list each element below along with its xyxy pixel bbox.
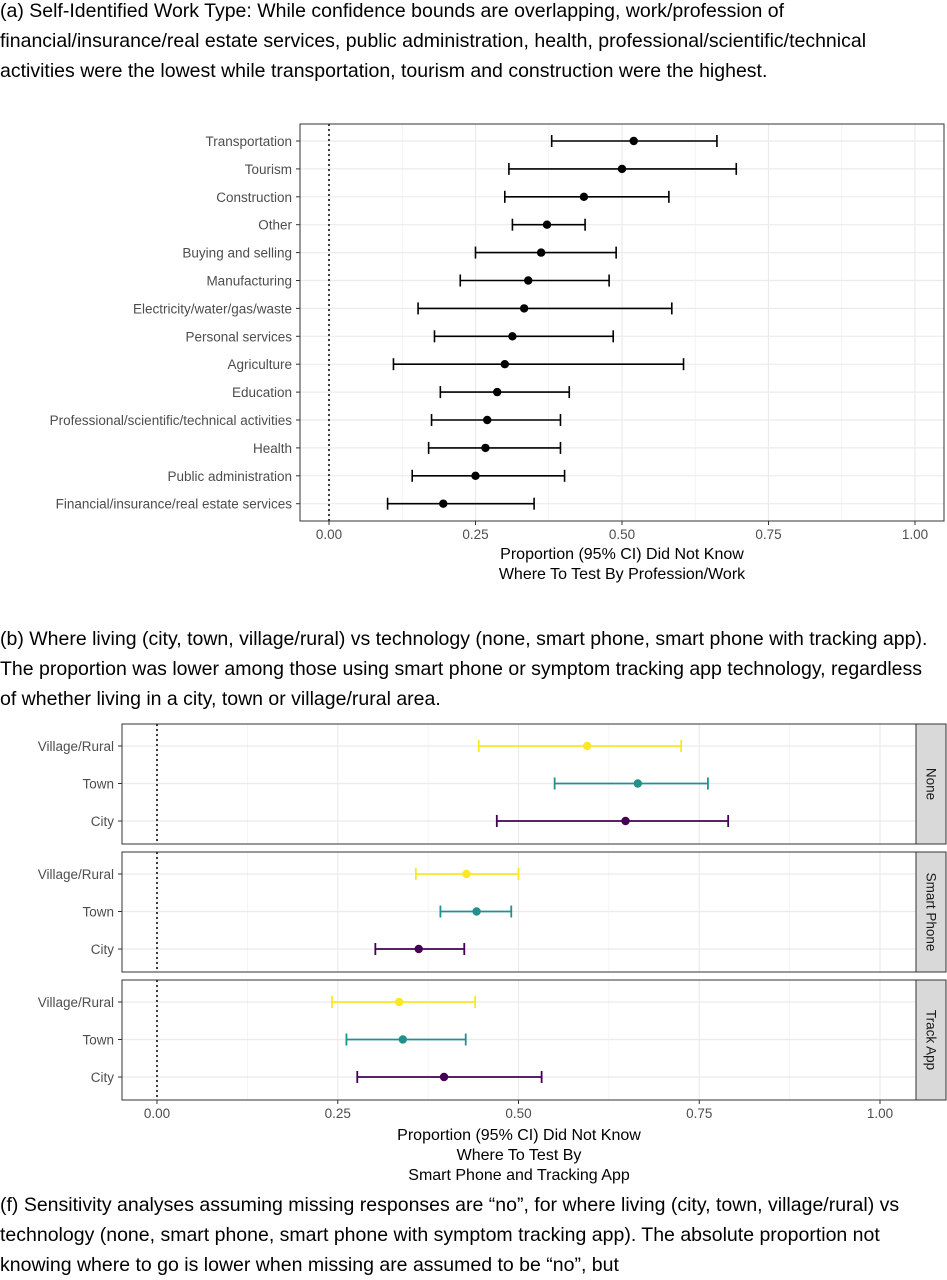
- facet-strip: [915, 851, 947, 973]
- data-point: [398, 1035, 408, 1044]
- data-point: [481, 443, 490, 453]
- y-tick-label: Town: [82, 777, 114, 792]
- y-tick-label: Personal services: [185, 329, 292, 344]
- x-axis-title: Proportion (95% CI) Did Not Know: [500, 546, 744, 563]
- x-tick-label: 0.50: [609, 527, 635, 542]
- facet-strip-label: Smart Phone: [924, 873, 939, 952]
- y-tick-label: Buying and selling: [182, 246, 292, 261]
- y-tick-label: City: [91, 1070, 114, 1085]
- y-tick-label: Village/Rural: [38, 739, 114, 754]
- y-tick-label: Manufacturing: [206, 274, 292, 289]
- work-type-chart: Transportation Tourism Construction Other Bu…: [50, 123, 945, 583]
- data-point: [462, 869, 471, 879]
- data-point: [492, 387, 502, 397]
- y-tick-label: Education: [232, 385, 292, 400]
- data-point: [582, 741, 592, 751]
- y-tick-label: Construction: [216, 190, 292, 205]
- x-tick-label: 1.00: [902, 527, 928, 542]
- data-point: [471, 471, 480, 480]
- data-point: [629, 136, 638, 146]
- y-tick-label: Financial/insurance/real estate services: [56, 497, 293, 512]
- data-point: [536, 248, 546, 257]
- caption-b: (b) Where living (city, town, village/ru…: [0, 628, 928, 710]
- facet-strip: [915, 979, 947, 1101]
- facet-strip-label: None: [924, 768, 939, 800]
- facet-strip-label: Track App: [924, 1010, 939, 1070]
- data-point: [414, 944, 423, 954]
- data-point: [508, 332, 517, 341]
- x-axis-title: Where To Test By: [457, 1147, 582, 1164]
- x-tick-label: 0.00: [316, 527, 342, 542]
- x-tick-label: 0.25: [325, 1106, 351, 1121]
- data-point: [542, 220, 552, 229]
- data-point: [617, 164, 627, 174]
- y-tick-label: Electricity/water/gas/waste: [133, 301, 292, 316]
- x-tick-label: 0.75: [686, 1106, 712, 1121]
- data-point: [633, 779, 642, 788]
- y-tick-label: Transportation: [205, 134, 292, 149]
- data-point: [439, 1072, 449, 1082]
- data-point: [579, 192, 589, 201]
- caption-a: (a) Self-Identified Work Type: While con…: [0, 0, 867, 82]
- x-tick-label: 0.00: [144, 1106, 170, 1121]
- y-tick-label: City: [91, 814, 114, 829]
- caption-f: (f) Sensitivity analyses assuming missin…: [0, 1194, 900, 1276]
- data-point: [519, 304, 529, 313]
- location-technology-chart: None Village/Rural Town City Smart Phone Vill…: [38, 723, 947, 1184]
- y-tick-label: City: [91, 942, 114, 957]
- data-point: [524, 276, 533, 285]
- data-point: [439, 499, 448, 508]
- y-tick-label: Village/Rural: [38, 867, 114, 882]
- y-tick-label: Town: [82, 1033, 114, 1048]
- y-tick-label: Tourism: [245, 162, 292, 177]
- y-tick-label: Professional/scientific/technical activi…: [50, 413, 293, 428]
- x-tick-label: 1.00: [867, 1106, 893, 1121]
- y-tick-label: Town: [82, 905, 114, 920]
- x-axis-title: Smart Phone and Tracking App: [408, 1167, 630, 1184]
- y-tick-label: Village/Rural: [38, 995, 114, 1010]
- data-point: [483, 415, 492, 425]
- x-tick-label: 0.50: [505, 1106, 531, 1121]
- y-tick-label: Health: [253, 441, 292, 456]
- facet-strip: [915, 723, 947, 845]
- x-tick-label: 0.25: [462, 527, 488, 542]
- x-axis-title: Where To Test By Profession/Work: [499, 566, 746, 583]
- data-point: [395, 997, 404, 1007]
- y-tick-label: Agriculture: [227, 357, 292, 372]
- data-point: [472, 907, 481, 916]
- x-axis-title: Proportion (95% CI) Did Not Know: [397, 1127, 641, 1144]
- x-tick-label: 0.75: [755, 527, 781, 542]
- y-tick-label: Public administration: [167, 469, 292, 484]
- y-tick-label: Other: [258, 218, 292, 233]
- data-point: [500, 360, 509, 369]
- data-point: [621, 816, 630, 826]
